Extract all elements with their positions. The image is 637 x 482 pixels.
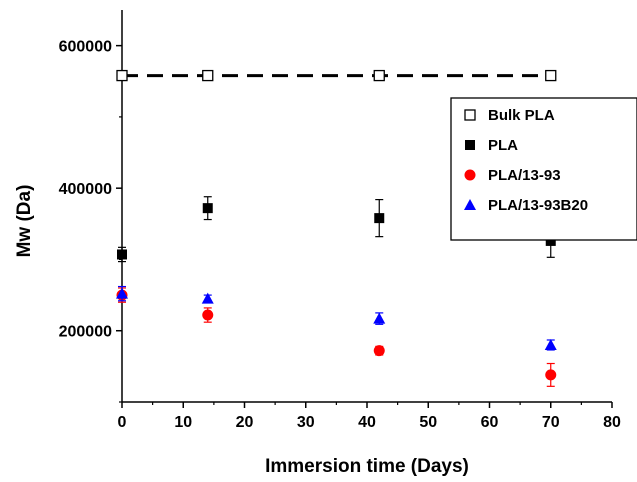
legend-marker xyxy=(464,169,476,181)
data-point xyxy=(374,213,385,224)
data-point xyxy=(116,287,128,299)
data-point xyxy=(202,203,213,214)
x-tick-label: 60 xyxy=(481,414,499,431)
legend-marker xyxy=(464,199,476,210)
x-tick-label: 80 xyxy=(603,414,621,431)
x-tick-label: 40 xyxy=(358,414,376,431)
series-pla-13-93b20 xyxy=(116,285,557,351)
data-point xyxy=(117,249,127,260)
y-tick-label: 600000 xyxy=(59,39,112,56)
y-axis-title: Mw (Da) xyxy=(14,185,35,258)
x-tick-label: 20 xyxy=(236,414,254,431)
x-tick-label: 70 xyxy=(542,414,560,431)
data-point xyxy=(116,69,128,82)
legend-label: PLA/13-93 xyxy=(488,167,561,184)
legend: Bulk PLA PLA PLA/13-93 PLA/13-93B20 xyxy=(450,97,637,241)
x-tick-label: 0 xyxy=(118,414,127,431)
data-point xyxy=(373,69,385,82)
ticks: 0 10 20 30 40 50 60 70 80 200000 400000 600000 xyxy=(59,39,621,431)
legend-label: Bulk PLA xyxy=(488,107,555,124)
y-tick-label: 400000 xyxy=(59,181,112,198)
x-tick-label: 30 xyxy=(297,414,315,431)
series-pla-13-93 xyxy=(116,287,557,387)
data-point xyxy=(544,338,557,350)
x-axis-title: Immersion time (Days) xyxy=(265,456,469,477)
series-bulk-pla xyxy=(116,69,557,82)
series-layer xyxy=(116,69,557,387)
legend-box xyxy=(450,97,637,241)
legend-marker xyxy=(464,109,476,121)
data-point xyxy=(202,309,214,321)
data-point xyxy=(201,292,214,304)
legend-marker xyxy=(465,140,475,150)
x-tick-label: 50 xyxy=(419,414,437,431)
data-point xyxy=(545,69,557,82)
x-tick-label: 10 xyxy=(174,414,192,431)
data-point xyxy=(373,312,386,324)
data-point xyxy=(545,369,557,381)
data-point xyxy=(202,69,214,82)
legend-label: PLA/13-93B20 xyxy=(488,197,588,214)
data-point xyxy=(545,235,556,246)
data-point xyxy=(373,345,385,357)
legend-label: PLA xyxy=(488,137,518,154)
y-tick-label: 200000 xyxy=(59,324,112,341)
